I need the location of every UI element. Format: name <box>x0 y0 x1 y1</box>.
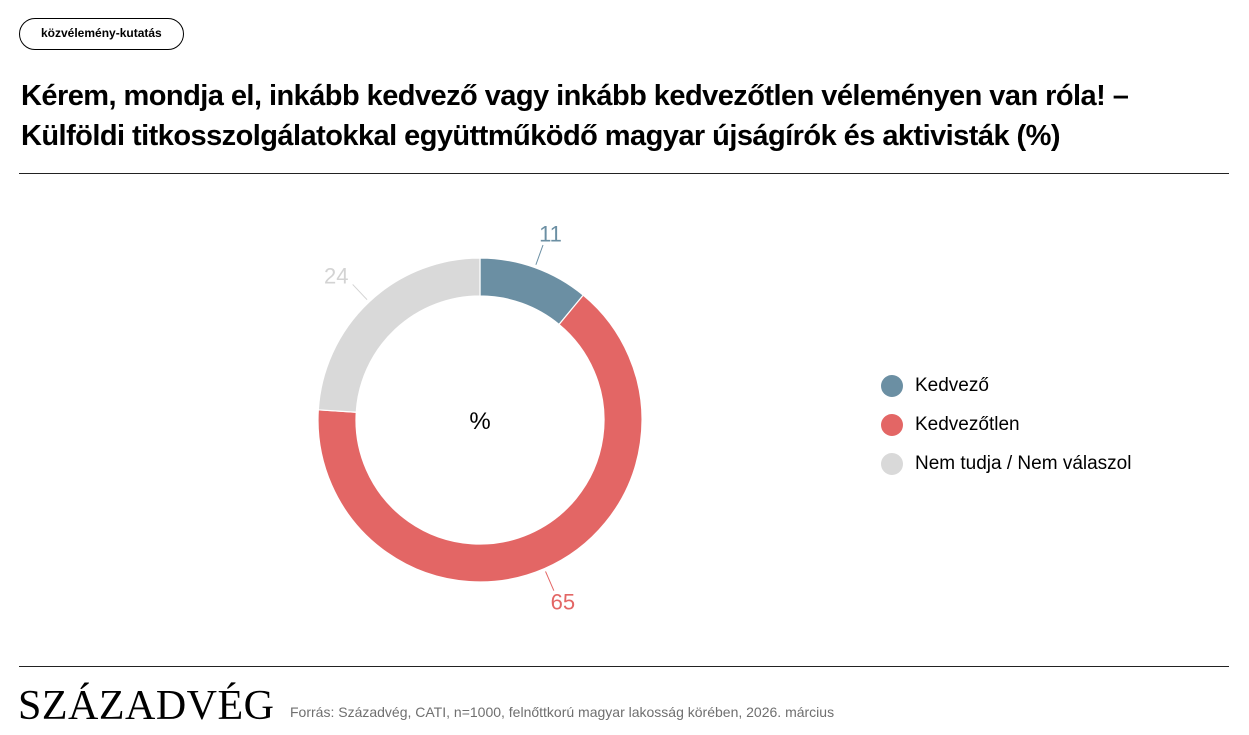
legend-swatch-kedvezotlen <box>881 413 903 436</box>
top-divider <box>19 173 1229 174</box>
leader-line-kedvezo <box>535 244 544 265</box>
chart-title: Kérem, mondja el, inkább kedvező vagy in… <box>21 76 1231 156</box>
data-label-nem-tudja-nem-valaszol: 24 <box>324 264 348 289</box>
chart-legend: Kedvező Kedvezőtlen Nem tudja / Nem válasz… <box>881 366 1131 483</box>
source-note: Forrás: Századvég, CATI, n=1000, felnőtt… <box>290 704 835 720</box>
leader-line-nem-tudja-nem-valaszol <box>352 284 368 301</box>
data-label-kedvezotlen: 65 <box>551 590 575 615</box>
legend-item-kedvezotlen[interactable]: Kedvezőtlen <box>881 405 1131 444</box>
bottom-divider <box>19 666 1229 667</box>
legend-swatch-nem-tudja-nem-valaszol <box>881 452 903 475</box>
legend-swatch-kedvezo <box>881 374 903 397</box>
brand-logo: SZÁZADVÉG <box>18 683 275 729</box>
legend-label-kedvezotlen: Kedvezőtlen <box>915 413 1020 435</box>
chart-title-line-2: Külföldi titkosszolgálatokkal együttműkö… <box>21 120 1061 152</box>
center-label: % <box>469 408 490 435</box>
chart-title-line-1: Kérem, mondja el, inkább kedvező vagy in… <box>21 80 1129 112</box>
legend-label-kedvezo: Kedvező <box>915 374 989 396</box>
leader-line-kedvezotlen <box>545 571 555 591</box>
slice-nem-tudja-nem-valaszol[interactable] <box>317 257 481 413</box>
legend-item-nem-tudja-nem-valaszol[interactable]: Nem tudja / Nem válaszol <box>881 444 1131 483</box>
legend-item-kedvezo[interactable]: Kedvező <box>881 366 1131 405</box>
data-label-kedvezo: 11 <box>539 222 562 247</box>
legend-label-nem-tudja-nem-valaszol: Nem tudja / Nem válaszol <box>915 452 1132 474</box>
slice-kedvezotlen[interactable] <box>317 294 643 583</box>
category-tag[interactable]: közvélemény-kutatás <box>19 18 184 50</box>
